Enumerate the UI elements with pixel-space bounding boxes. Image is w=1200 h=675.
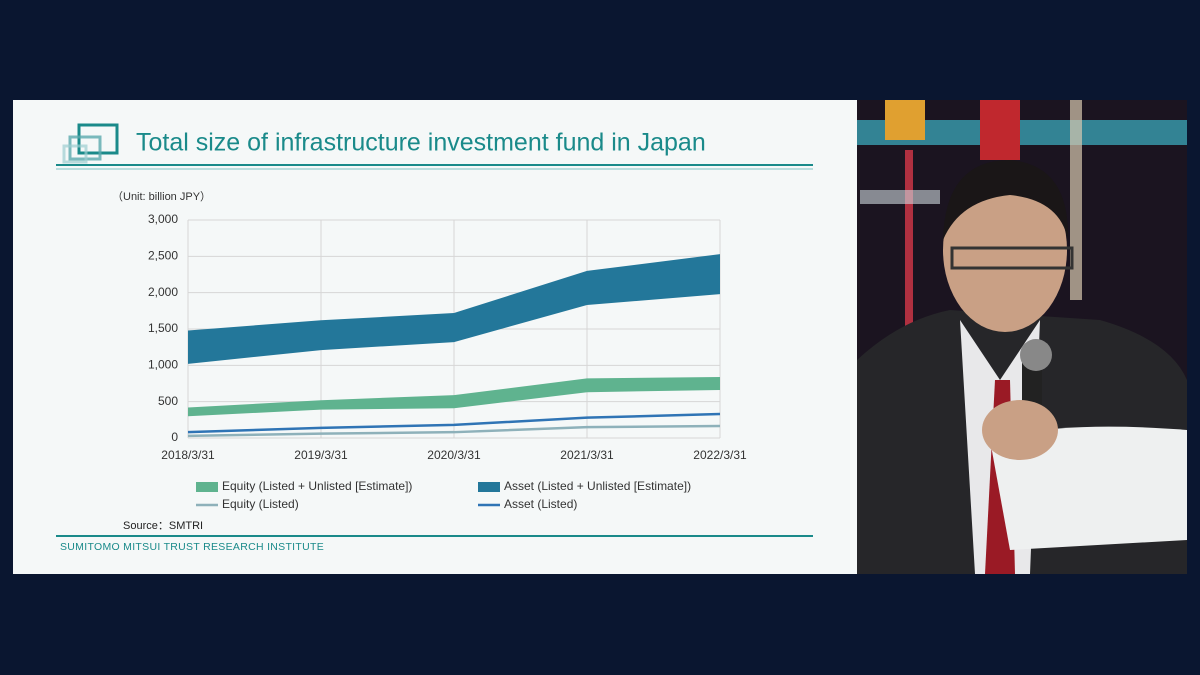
legend-swatch xyxy=(196,482,218,492)
y-tick-label: 3,000 xyxy=(148,212,178,226)
band-area xyxy=(188,376,720,417)
legend-label: Equity (Listed + Unlisted [Estimate]) xyxy=(222,479,412,493)
y-tick-label: 2,000 xyxy=(148,285,178,299)
y-tick-label: 1,500 xyxy=(148,321,178,335)
x-tick-label: 2018/3/31 xyxy=(161,448,215,462)
unit-label: （Unit: billion JPY） xyxy=(112,190,211,203)
legend-label: Asset (Listed) xyxy=(504,497,577,511)
speaker-photo xyxy=(857,100,1187,574)
y-tick-label: 500 xyxy=(158,394,178,408)
source: Source：SMTRI xyxy=(123,520,203,532)
footer: SUMITOMO MITSUI TRUST RESEARCH INSTITUTE xyxy=(60,541,324,553)
band-area xyxy=(188,254,720,364)
plot: 0 500 1,000 1,500 2,000 2,500 3,000 2018/3/31 20… xyxy=(148,212,747,511)
x-tick-label: 2019/3/31 xyxy=(294,448,348,462)
chart-title: Total size of infrastructure investment … xyxy=(136,129,706,157)
legend-label: Equity (Listed) xyxy=(222,497,299,511)
series-line xyxy=(187,424,721,438)
y-tick-label: 0 xyxy=(171,430,178,444)
y-tick-label: 2,500 xyxy=(148,249,178,263)
x-tick-label: 2021/3/31 xyxy=(560,448,614,462)
y-tick-label: 1,000 xyxy=(148,358,178,372)
x-tick-label: 2020/3/31 xyxy=(427,448,481,462)
legend-label: Asset (Listed + Unlisted [Estimate]) xyxy=(504,479,691,493)
title-logo xyxy=(62,123,119,164)
x-tick-label: 2022/3/31 xyxy=(693,448,747,462)
series-line xyxy=(187,412,721,434)
legend-swatch xyxy=(478,482,500,492)
